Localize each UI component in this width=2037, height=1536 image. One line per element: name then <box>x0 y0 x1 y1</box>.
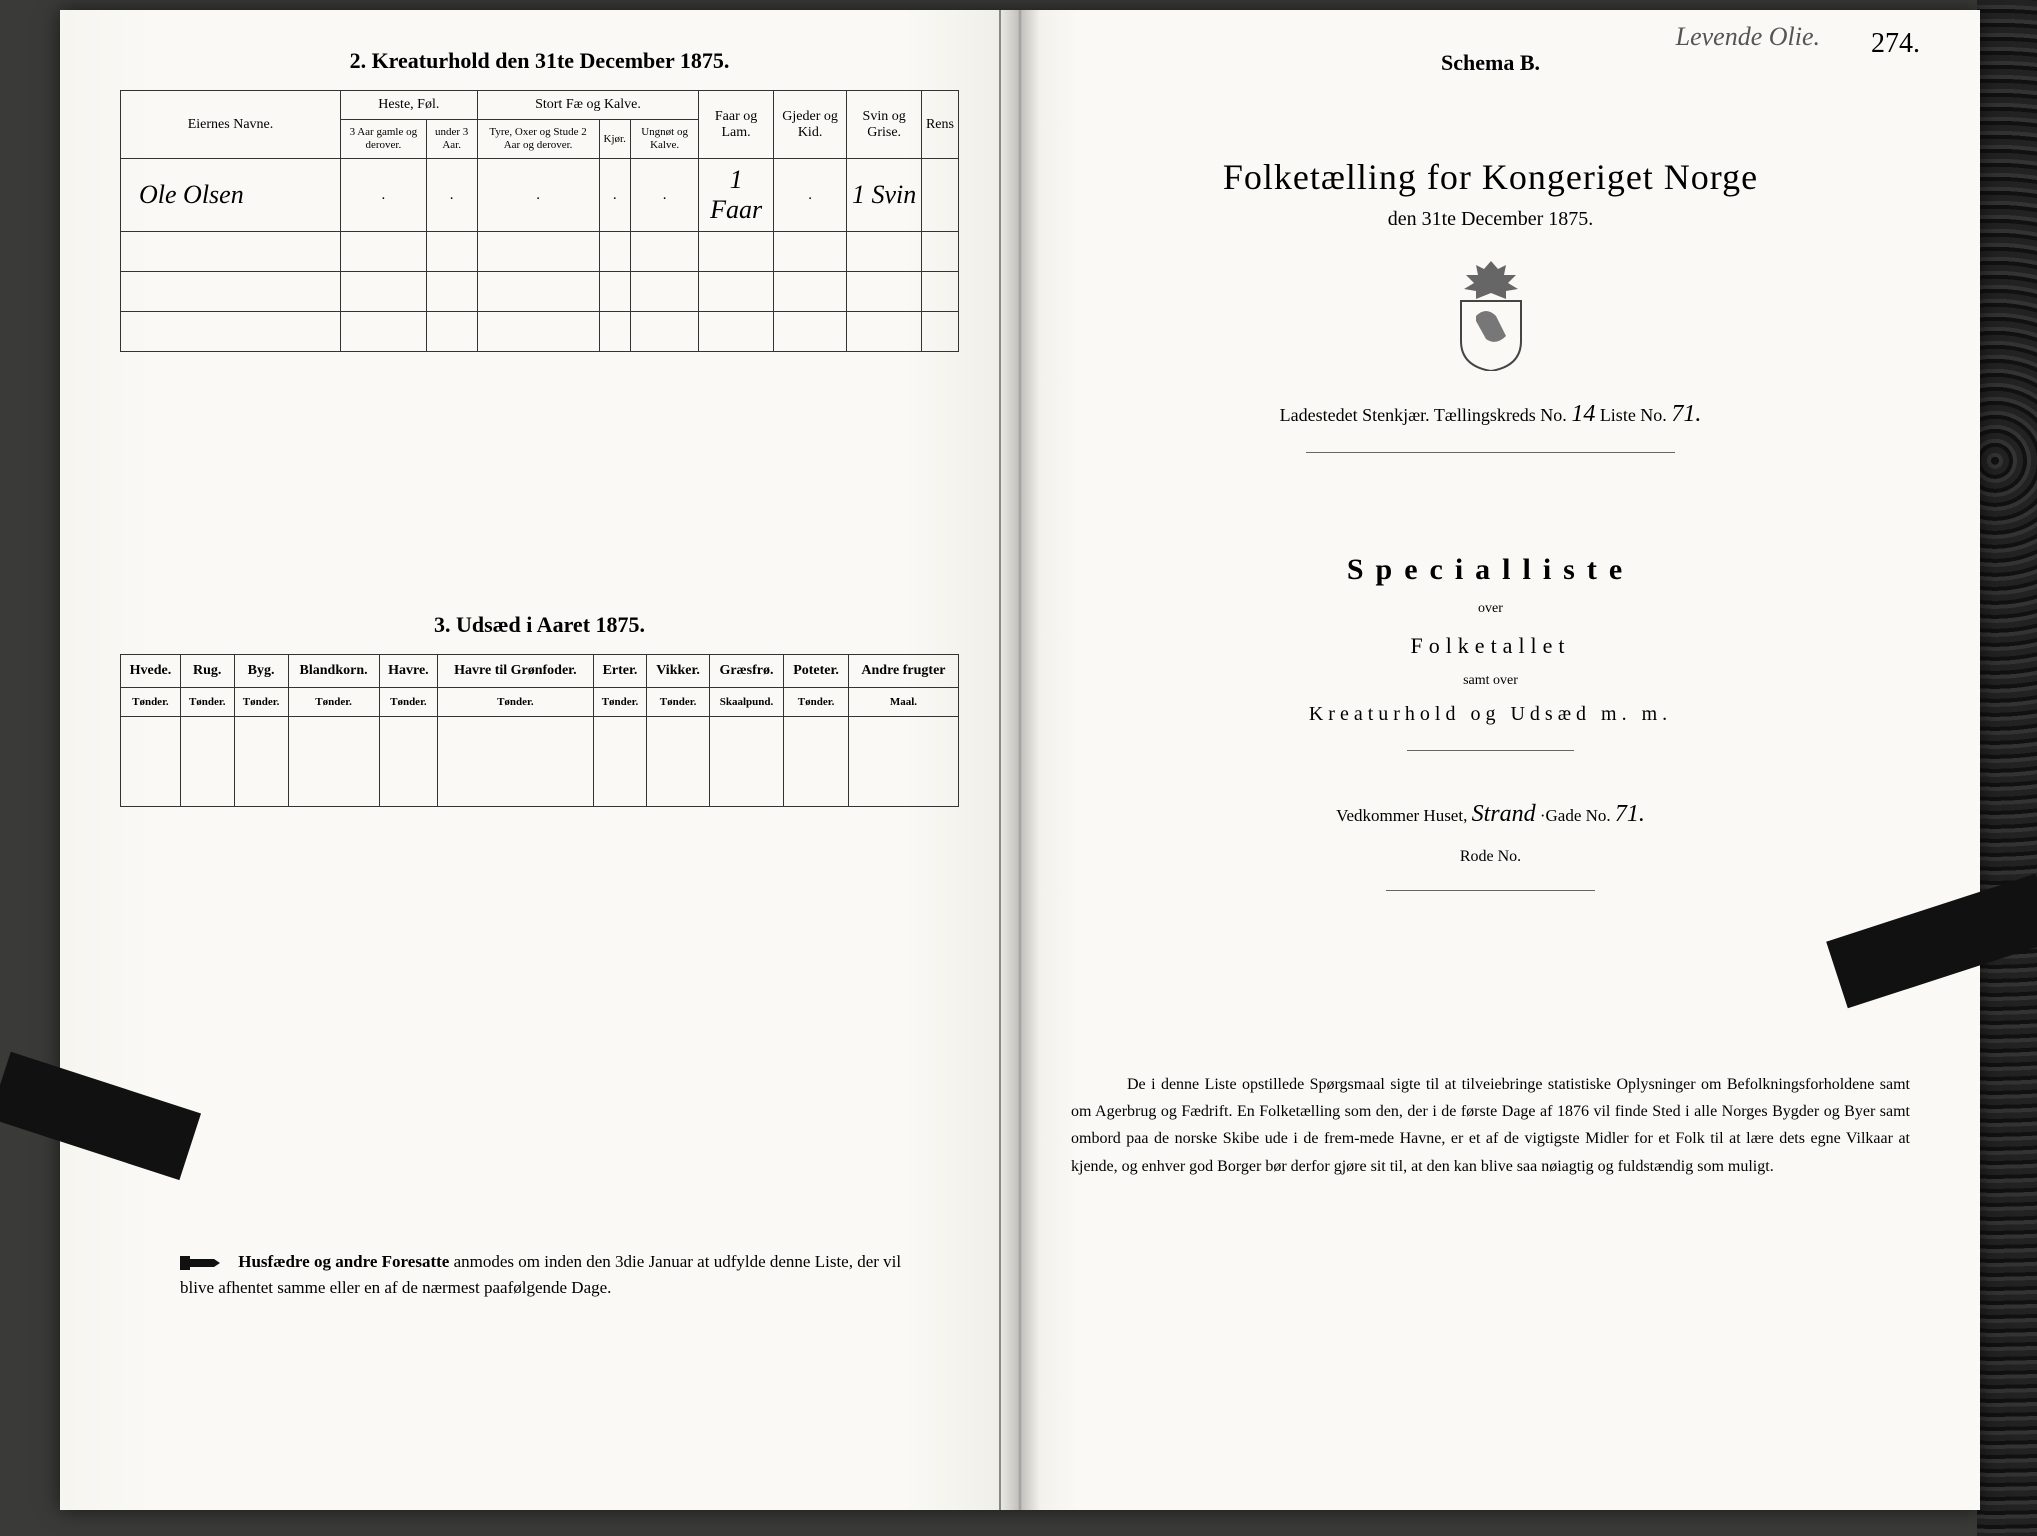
coat-of-arms-icon <box>1446 261 1536 371</box>
seed-s6: Tønder. <box>593 688 647 717</box>
corner-annotation: Levende Olie. <box>1676 22 1820 52</box>
rode-no: Rode No. <box>1071 848 1910 866</box>
main-title: Folketælling for Kongeriget Norge <box>1071 156 1910 198</box>
seed-s9: Tønder. <box>784 688 849 717</box>
open-book: 2. Kreaturhold den 31te December 1875. E… <box>60 10 1980 1510</box>
liste-no: 71. <box>1671 401 1701 427</box>
cell-fae3: . <box>630 159 699 232</box>
cell-svin: 1 Svin <box>847 159 922 232</box>
divider-1 <box>1306 452 1675 453</box>
footer-bold: Husfædre og andre Foresatte <box>238 1252 449 1271</box>
seed-s10: Maal. <box>848 688 958 717</box>
cell-fae2: . <box>599 159 630 232</box>
seed-s5: Tønder. <box>438 688 593 717</box>
liste-pre: Liste No. <box>1600 405 1672 425</box>
seed-s2: Tønder. <box>234 688 288 717</box>
kreds-no: 14 <box>1571 401 1595 427</box>
seed-s8: Skaalpund. <box>709 688 784 717</box>
section2-title: 2. Kreaturhold den 31te December 1875. <box>120 48 959 74</box>
seed-h7: Vikker. <box>647 655 709 688</box>
col-fae-2: Kjør. <box>599 120 630 159</box>
page-number: 274. <box>1871 28 1920 60</box>
kreaturhold: Kreaturhold og Udsæd m. m. <box>1071 703 1910 726</box>
col-heste-2: under 3 Aar. <box>426 120 477 159</box>
col-owner: Eiernes Navne. <box>121 91 341 159</box>
livestock-table: Eiernes Navne. Heste, Føl. Stort Fæ og K… <box>120 90 959 352</box>
folketallet: Folketallet <box>1071 633 1910 659</box>
cell-heste1: . <box>341 159 427 232</box>
seed-table: Hvede. Rug. Byg. Blandkorn. Havre. Havre… <box>120 654 959 807</box>
seed-h1: Rug. <box>180 655 234 688</box>
info-line: Ladestedet Stenkjær. Tællingskreds No. 1… <box>1071 401 1910 428</box>
vedkommer-line: Vedkommer Huset, Strand ·Gade No. 71. <box>1071 801 1910 828</box>
cell-faar: 1 Faar <box>699 159 773 232</box>
seed-s1: Tønder. <box>180 688 234 717</box>
col-heste: Heste, Føl. <box>341 91 478 120</box>
cell-heste2: . <box>426 159 477 232</box>
seed-h9: Poteter. <box>784 655 849 688</box>
seed-s3: Tønder. <box>288 688 379 717</box>
seed-h5: Havre til Grønfoder. <box>438 655 593 688</box>
cell-ren <box>921 159 958 232</box>
section3-title: 3. Udsæd i Aaret 1875. <box>120 612 959 638</box>
pointing-hand-icon <box>180 1252 222 1274</box>
book-marbled-edge <box>1977 0 2037 1536</box>
vedkommer-post: ·Gade No. <box>1540 806 1615 825</box>
vedkommer-pre: Vedkommer Huset, <box>1336 806 1472 825</box>
seed-h2: Byg. <box>234 655 288 688</box>
bottom-paragraph: De i denne Liste opstillede Spørgsmaal s… <box>1071 1071 1910 1180</box>
gade-no: 71. <box>1615 801 1645 827</box>
seed-s7: Tønder. <box>647 688 709 717</box>
subtitle: den 31te December 1875. <box>1071 208 1910 231</box>
specialliste-heading: Specialliste <box>1071 553 1910 587</box>
divider-2 <box>1407 750 1575 751</box>
samt-over: samt over <box>1071 673 1910 689</box>
info-pre: Ladestedet Stenkjær. Tællingskreds No. <box>1280 405 1572 425</box>
seed-h6: Erter. <box>593 655 647 688</box>
over-1: over <box>1071 601 1910 617</box>
footer-note: Husfædre og andre Foresatte anmodes om i… <box>180 1249 939 1300</box>
col-fae: Stort Fæ og Kalve. <box>477 91 699 120</box>
col-svin: Svin og Grise. <box>847 91 922 159</box>
seed-h4: Havre. <box>379 655 438 688</box>
divider-3 <box>1386 890 1596 891</box>
seed-h0: Hvede. <box>121 655 181 688</box>
schema-label: Schema B. <box>1071 50 1910 76</box>
right-page: Levende Olie. 274. Schema B. Folketællin… <box>1001 10 1980 1510</box>
seed-h8: Græsfrø. <box>709 655 784 688</box>
cell-fae1: . <box>477 159 599 232</box>
seed-h3: Blandkorn. <box>288 655 379 688</box>
vedkommer-hand: Strand <box>1472 801 1536 827</box>
seed-s0: Tønder. <box>121 688 181 717</box>
cell-gjed: . <box>773 159 847 232</box>
left-page: 2. Kreaturhold den 31te December 1875. E… <box>60 10 1001 1510</box>
col-fae-3: Ungnøt og Kalve. <box>630 120 699 159</box>
col-gjed: Gjeder og Kid. <box>773 91 847 159</box>
seed-s4: Tønder. <box>379 688 438 717</box>
col-ren: Rens <box>921 91 958 159</box>
owner-name: Ole Olsen <box>121 159 341 232</box>
col-heste-1: 3 Aar gamle og derover. <box>341 120 427 159</box>
seed-h10: Andre frugter <box>848 655 958 688</box>
col-faar: Faar og Lam. <box>699 91 773 159</box>
col-fae-1: Tyre, Oxer og Stude 2 Aar og derover. <box>477 120 599 159</box>
